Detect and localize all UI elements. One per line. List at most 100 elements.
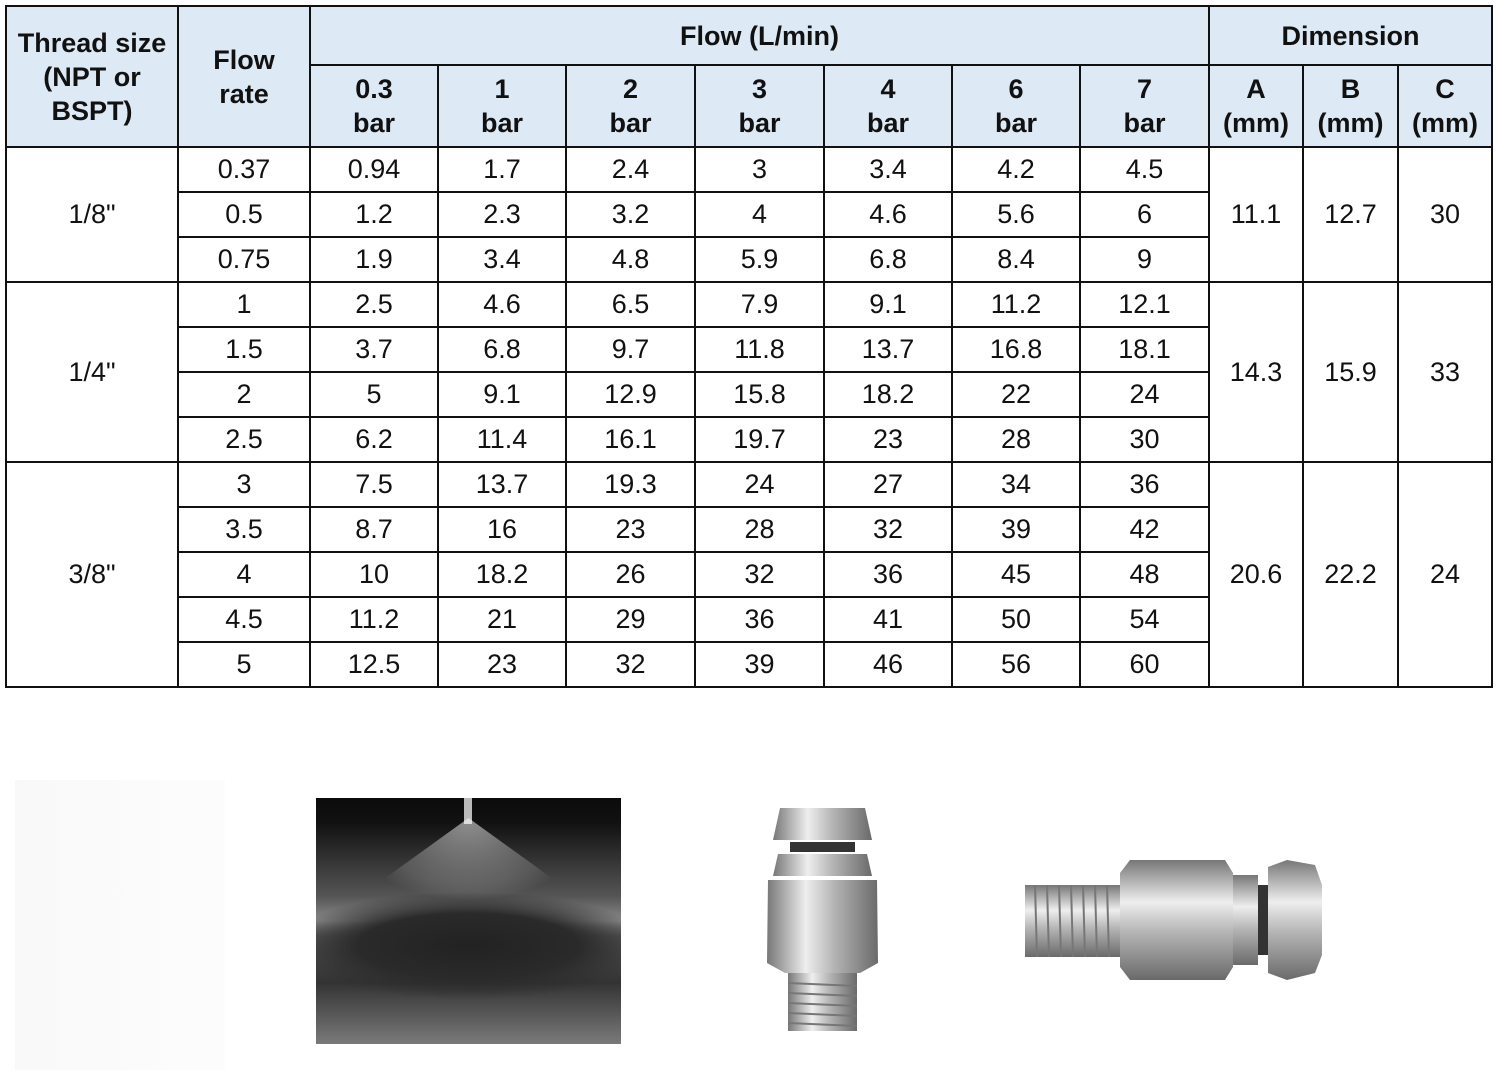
flow-value-cell: 16 — [437, 506, 567, 553]
flow-value-cell: 34 — [951, 461, 1081, 508]
dim-unit: (mm) — [1412, 108, 1478, 138]
flow-value-cell: 24 — [694, 461, 825, 508]
flow-value-cell: 27 — [823, 461, 953, 508]
flow-value-cell: 16.1 — [565, 416, 696, 463]
flow-value-cell: 36 — [1079, 461, 1210, 508]
flow-value-cell: 18.1 — [1079, 326, 1210, 373]
flow-value-cell: 5.6 — [951, 191, 1081, 238]
flow-value-cell: 4.6 — [823, 191, 953, 238]
flow-value-cell: 60 — [1079, 641, 1210, 688]
header-dimension-group: Dimension — [1208, 5, 1493, 66]
dimension-b-cell: 12.7 — [1302, 146, 1399, 283]
flow-value-cell: 3.4 — [437, 236, 567, 283]
dimension-c-cell: 30 — [1397, 146, 1493, 283]
flow-value-cell: 2.5 — [309, 281, 439, 328]
spray-cone — [316, 818, 621, 928]
header-pressure-0: 0.3 bar — [309, 64, 439, 148]
flow-value-cell: 36 — [823, 551, 953, 598]
table-row: 4 10 18.2 26 32 36 45 48 — [6, 551, 1492, 598]
header-pressure-6: 7 bar — [1079, 64, 1210, 148]
flow-value-cell: 19.7 — [694, 416, 825, 463]
thread-size-cell: 1/8" — [5, 146, 179, 283]
pressure-unit: bar — [994, 108, 1038, 138]
flow-value-cell: 22 — [951, 371, 1081, 418]
flow-value-cell: 1.9 — [309, 236, 439, 283]
dim-unit: (mm) — [1317, 108, 1384, 138]
flow-value-cell: 4.2 — [951, 146, 1081, 193]
header-pressure-5: 6 bar — [951, 64, 1081, 148]
flow-rate-cell: 5 — [177, 641, 311, 688]
flow-value-cell: 18.2 — [823, 371, 953, 418]
flow-value-cell: 3 — [694, 146, 825, 193]
flow-value-cell: 32 — [823, 506, 953, 553]
dim-unit: (mm) — [1223, 108, 1289, 138]
nozzle-stem — [464, 798, 472, 824]
faded-image-area — [15, 780, 225, 1070]
flow-value-cell: 6.2 — [309, 416, 439, 463]
table-row: 1/8" 0.37 0.94 1.7 2.4 3 3.4 4.2 4.5 11.1 12.7 30 — [5, 146, 1493, 283]
flow-value-cell: 11.4 — [437, 416, 567, 463]
header-dim-a: A (mm) — [1208, 64, 1304, 148]
flow-value-cell: 6.5 — [565, 281, 696, 328]
flow-value-cell: 48 — [1079, 551, 1210, 598]
flow-rate-cell: 3 — [177, 461, 311, 508]
pressure-value: 2 — [622, 74, 639, 104]
pressure-unit: bar — [480, 108, 524, 138]
pressure-value: 7 — [1136, 74, 1153, 104]
flow-value-cell: 54 — [1079, 596, 1210, 643]
flow-value-cell: 4.8 — [565, 236, 696, 283]
flow-rate-cell: 3.5 — [177, 506, 311, 553]
pressure-value: 1 — [494, 74, 510, 104]
header-pressure-3: 3 bar — [694, 64, 825, 148]
flow-rate-cell: 2.5 — [177, 416, 311, 463]
flow-value-cell: 13.7 — [437, 461, 567, 508]
header-thread-size: Thread size (NPT or BSPT) — [5, 5, 179, 148]
flow-value-cell: 39 — [951, 506, 1081, 553]
pressure-unit: bar — [738, 108, 781, 138]
flow-value-cell: 5.9 — [694, 236, 825, 283]
flow-value-cell: 50 — [951, 596, 1081, 643]
flow-value-cell: 56 — [951, 641, 1081, 688]
header-flow-rate: Flow rate — [177, 5, 311, 148]
pressure-value: 4 — [880, 74, 896, 104]
flow-rate-cell: 2 — [177, 371, 311, 418]
pressure-value: 6 — [1008, 74, 1024, 104]
dimension-a-cell: 20.6 — [1208, 461, 1304, 688]
dim-label: B — [1340, 74, 1361, 104]
thread-size-cell: 3/8" — [5, 461, 179, 688]
flow-value-cell: 8.7 — [309, 506, 439, 553]
flow-value-cell: 45 — [951, 551, 1081, 598]
flow-rate-cell: 4 — [177, 551, 311, 598]
table-row: 4.5 11.2 21 29 36 41 50 54 — [6, 596, 1492, 643]
flow-value-cell: 39 — [694, 641, 825, 688]
flow-value-cell: 18.2 — [437, 551, 567, 598]
dimension-b-cell: 22.2 — [1302, 461, 1399, 688]
flow-value-cell: 9.1 — [823, 281, 953, 328]
header-flow-group: Flow (L/min) — [309, 5, 1210, 66]
table-row: 5 12.5 23 32 39 46 56 60 — [6, 641, 1492, 688]
flow-value-cell: 12.5 — [309, 641, 439, 688]
pressure-unit: bar — [1123, 108, 1166, 138]
flow-rate-cell: 0.37 — [177, 146, 311, 193]
flow-value-cell: 7.9 — [694, 281, 825, 328]
header-dim-b: B (mm) — [1302, 64, 1399, 148]
table-row: 1.5 3.7 6.8 9.7 11.8 13.7 16.8 18.1 — [6, 326, 1492, 373]
nozzle-horizontal-photo — [1025, 855, 1325, 985]
dimension-c-cell: 33 — [1397, 281, 1493, 463]
flow-value-cell: 2.3 — [437, 191, 567, 238]
flow-value-cell: 11.2 — [951, 281, 1081, 328]
flow-value-cell: 12.1 — [1079, 281, 1210, 328]
header-pressure-1: 1 bar — [437, 64, 567, 148]
flow-rate-cell: 0.75 — [177, 236, 311, 283]
pressure-unit: bar — [352, 108, 396, 138]
flow-value-cell: 2.4 — [565, 146, 696, 193]
flow-rate-cell: 1 — [177, 281, 311, 328]
flow-value-cell: 24 — [1079, 371, 1210, 418]
flow-value-cell: 30 — [1079, 416, 1210, 463]
flow-value-cell: 10 — [309, 551, 439, 598]
pressure-value: 0.3 — [355, 74, 393, 104]
flow-value-cell: 4.5 — [1079, 146, 1210, 193]
flow-value-cell: 8.4 — [951, 236, 1081, 283]
flow-value-cell: 28 — [694, 506, 825, 553]
flow-value-cell: 5 — [309, 371, 439, 418]
